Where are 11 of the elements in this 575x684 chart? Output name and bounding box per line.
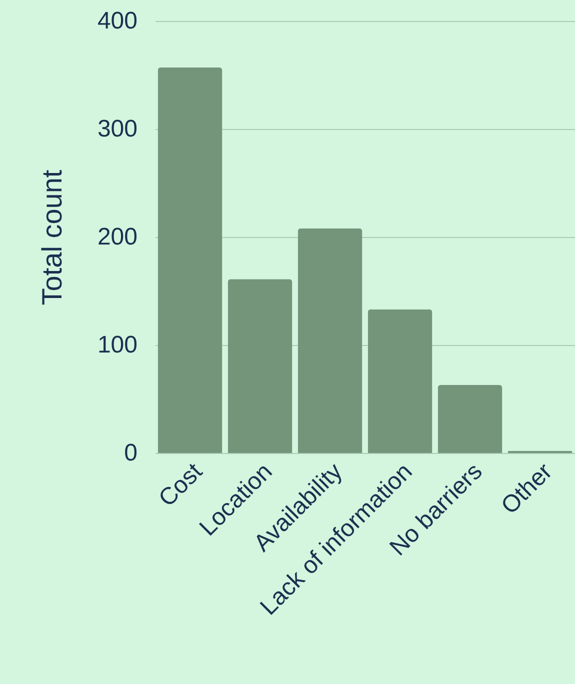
bar bbox=[438, 384, 502, 453]
y-tick-label: 400 bbox=[97, 8, 138, 34]
y-tick-label: 100 bbox=[97, 332, 138, 358]
bar bbox=[368, 309, 432, 453]
bar bbox=[158, 67, 222, 453]
y-tick-label: 200 bbox=[97, 224, 138, 250]
bar bbox=[298, 228, 362, 453]
y-tick-label: 300 bbox=[97, 116, 138, 142]
bar bbox=[228, 279, 292, 453]
y-tick-label: 0 bbox=[124, 440, 138, 466]
y-axis-title: Total count bbox=[36, 170, 68, 306]
